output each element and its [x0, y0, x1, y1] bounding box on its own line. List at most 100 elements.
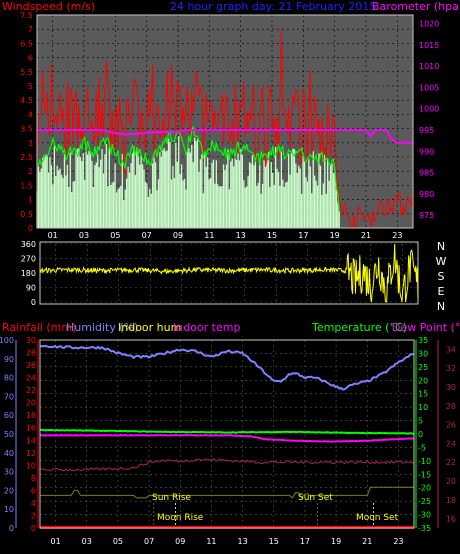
- rainfall-tick-label: 26: [26, 361, 36, 370]
- temperature-tick-label: 5: [418, 417, 423, 426]
- rainfall-tick-label: 16: [26, 424, 36, 433]
- wind-direction-line: [39, 243, 419, 303]
- indoor-temp-tick-label: 26: [446, 421, 456, 430]
- direction-tick-label: 270: [21, 255, 36, 264]
- indoor-temp-tick-label: 24: [446, 439, 456, 448]
- humidity-tick-label: 100: [0, 336, 14, 345]
- humidity-tick-label: 50: [4, 430, 14, 439]
- dewpoint-line: [39, 434, 415, 443]
- top-time-tick-label: 09: [173, 231, 183, 240]
- top-time-tick-label: 11: [204, 231, 214, 240]
- humidity-tick-label: 70: [4, 392, 14, 401]
- indoor-temp-tick-label: 20: [446, 477, 456, 486]
- top-time-tick-label: 05: [110, 231, 120, 240]
- windspeed-tick-label: 3.5: [20, 125, 33, 134]
- bottom-time-tick-label: 15: [269, 537, 279, 546]
- windspeed-axis-label: Windspeed (m/s): [2, 0, 95, 13]
- indoor-temp-tick-label: 28: [446, 402, 456, 411]
- rainfall-tick-label: 20: [26, 399, 36, 408]
- bottom-time-axis-ticks: 01 03 05 07 09 11 13 15 17 19 21 23: [50, 537, 403, 546]
- humidity-tick-label: 80: [4, 374, 14, 383]
- windspeed-tick-label: 1.5: [20, 181, 33, 190]
- dewpoint-axis-label: Dew Point (°C): [392, 321, 460, 334]
- humidity-tick-label: 60: [4, 411, 14, 420]
- daylight-band: [40, 486, 414, 499]
- rainfall-tick-label: 4: [31, 499, 36, 508]
- bottom-time-tick-label: 17: [300, 537, 310, 546]
- rainfall-tick-label: 8: [31, 474, 36, 483]
- chart-title: 24 hour graph day: 21 February 2015: [170, 0, 376, 13]
- rainfall-tick-label: 6: [31, 486, 36, 495]
- humidity-tick-label: 90: [4, 355, 14, 364]
- humidity-line: [39, 344, 415, 391]
- indoor-hum-axis-label: Indoor hum: [118, 321, 181, 334]
- direction-tick-label: 180: [21, 269, 36, 278]
- top-plot-frame: [36, 14, 414, 229]
- windspeed-tick-label: 4.5: [20, 96, 33, 105]
- bottom-axes: -35-30-25-20-15-10-505101520253035010203…: [0, 336, 456, 533]
- temperature-tick-label: -5: [418, 443, 426, 452]
- bottom-plot-frame: [39, 339, 415, 529]
- barometer-line: [37, 129, 413, 144]
- average-wind-line: [36, 126, 340, 212]
- compass-label: S: [438, 270, 445, 283]
- indoor-temp-tick-label: 32: [446, 364, 456, 373]
- compass-label: N: [437, 240, 445, 253]
- bottom-time-tick-label: 07: [144, 537, 154, 546]
- indoor-temp-tick-label: 34: [446, 345, 456, 354]
- indoor-temp-line: [39, 458, 415, 472]
- barometer-tick-label: 1015: [419, 41, 439, 50]
- barometer-tick-label: 1020: [419, 20, 439, 29]
- bottom-time-tick-label: 11: [206, 537, 216, 546]
- humidity-tick-label: 20: [4, 486, 14, 495]
- rainfall-tick-label: 2: [31, 511, 36, 520]
- top-time-tick-label: 13: [236, 231, 246, 240]
- indoor-temp-axis-label: Indoor temp: [173, 321, 240, 334]
- top-time-tick-label: 21: [361, 231, 371, 240]
- indoor-temp-tick-label: 30: [446, 383, 456, 392]
- bottom-time-tick-label: 19: [331, 537, 341, 546]
- barometer-axis-ticks: 975 980 985 990 995 1000 1005 1010 1015 1020: [419, 20, 439, 221]
- bottom-time-tick-label: 13: [237, 537, 247, 546]
- moon-rise-label: Moon Rise: [157, 513, 204, 523]
- temperature-tick-label: 30: [418, 349, 428, 358]
- humidity-tick-label: 40: [4, 449, 14, 458]
- barometer-tick-label: 985: [419, 169, 434, 178]
- direction-axis-ticks: 0 90 180 270 360: [21, 240, 36, 307]
- indoor-temp-tick-label: 18: [446, 496, 456, 505]
- windspeed-tick-label: 7: [28, 25, 33, 34]
- temperature-tick-label: -20: [418, 484, 431, 493]
- temperature-tick-label: 10: [418, 403, 428, 412]
- temperature-tick-label: -35: [418, 524, 431, 533]
- windspeed-tick-label: 6.5: [20, 39, 33, 48]
- top-time-tick-label: 17: [298, 231, 308, 240]
- bottom-time-tick-label: 05: [113, 537, 123, 546]
- barometer-tick-label: 975: [419, 211, 434, 220]
- bottom-time-tick-label: 09: [175, 537, 185, 546]
- top-time-tick-label: 15: [267, 231, 277, 240]
- windspeed-tick-label: 1: [28, 196, 33, 205]
- rainfall-tick-label: 24: [26, 374, 36, 383]
- indoor-temp-tick-label: 16: [446, 515, 456, 524]
- bottom-panel: -35-30-25-20-15-10-505101520253035010203…: [0, 321, 460, 546]
- temperature-line: [39, 428, 414, 435]
- bottom-time-tick-label: 01: [50, 537, 60, 546]
- indoor-temp-tick-label: 22: [446, 458, 456, 467]
- top-time-axis-ticks: 01 03 05 07 09 11 13 15 17 19 21 23: [48, 231, 403, 240]
- barometer-tick-label: 1000: [419, 105, 439, 114]
- moon-set-label: Moon Set: [356, 513, 399, 523]
- temperature-tick-label: 15: [418, 390, 428, 399]
- temperature-tick-label: -15: [418, 470, 431, 479]
- sun-set-label: Sun Set: [298, 493, 333, 503]
- windspeed-tick-label: 2: [28, 167, 33, 176]
- top-time-tick-label: 07: [142, 231, 152, 240]
- rainfall-tick-label: 30: [26, 336, 36, 345]
- direction-tick-label: 360: [21, 240, 36, 249]
- barometer-tick-label: 995: [419, 126, 434, 135]
- rainfall-tick-label: 0: [31, 524, 36, 533]
- windspeed-line: [36, 29, 414, 229]
- rainfall-tick-label: 22: [26, 386, 36, 395]
